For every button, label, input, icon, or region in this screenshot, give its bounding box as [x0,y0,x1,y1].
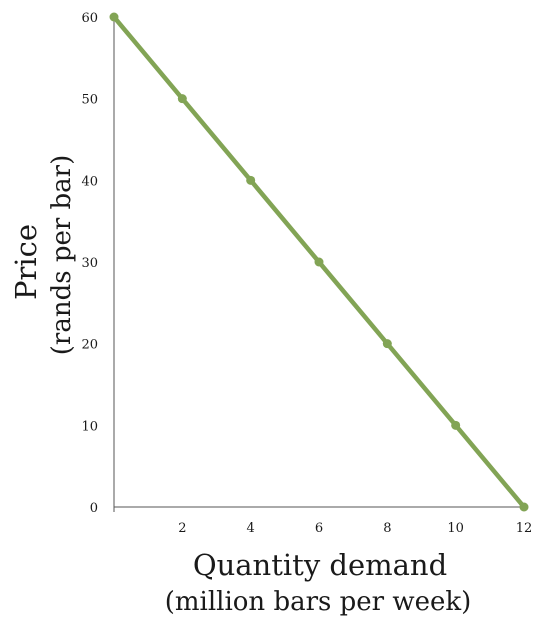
y-tick-labels: 0 10 20 30 40 50 60 [81,11,98,516]
y-tick-label: 50 [81,93,98,108]
x-tick-label: 12 [516,521,533,536]
axes [113,17,526,508]
y-tick-label: 10 [81,419,98,434]
x-tick-label: 10 [447,521,464,536]
data-point [177,94,187,104]
series [109,12,529,512]
data-point [382,339,392,349]
x-axis-subtitle: (million bars per week) [165,587,472,617]
y-tick-label: 20 [81,338,98,353]
x-tick-label: 6 [315,521,323,536]
data-point [109,12,119,22]
x-tick-label: 2 [178,521,186,536]
y-tick-label: 40 [81,174,98,189]
data-point [519,502,529,512]
y-tick-label: 60 [81,11,98,26]
y-axis-title: Price [9,224,43,300]
y-axis-subtitle: (rands per bar) [47,155,77,356]
y-tick-label: 0 [90,501,98,516]
x-tick-labels: 2 4 6 8 10 12 [113,507,533,536]
x-axis-title: Quantity demand [193,548,447,582]
data-point [246,175,256,185]
data-point [451,420,461,430]
data-point [314,257,324,267]
x-tick-label: 8 [383,521,391,536]
y-tick-label: 30 [81,256,98,271]
x-tick-label: 4 [247,521,255,536]
